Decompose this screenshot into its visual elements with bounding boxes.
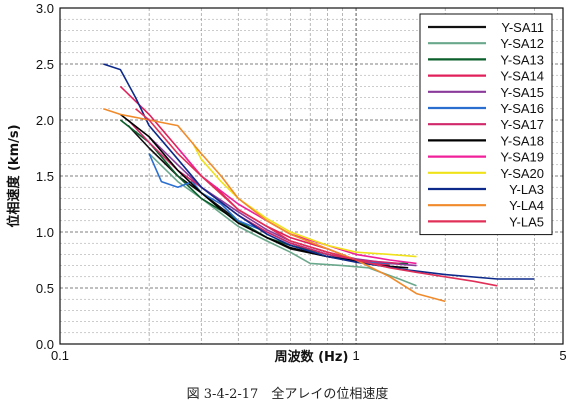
series-line-y-sa20 bbox=[191, 142, 417, 258]
figure-caption: 図 3-4-2-17 全アレイの位相速度 bbox=[186, 387, 389, 402]
y-tick-label: 3.0 bbox=[36, 1, 54, 16]
y-tick-label: 1.0 bbox=[36, 225, 54, 240]
legend-label: Y-SA17 bbox=[500, 117, 544, 132]
legend-label: Y-SA12 bbox=[500, 36, 544, 51]
x-tick-label: 1 bbox=[352, 348, 359, 363]
y-axis-title: 位相速度 (km/s) bbox=[6, 124, 22, 227]
series-line-y-la3 bbox=[103, 63, 535, 280]
series-curves bbox=[103, 63, 535, 303]
plot-frame bbox=[59, 7, 564, 345]
legend-label: Y-SA15 bbox=[500, 85, 544, 100]
legend-label: Y-SA13 bbox=[500, 52, 544, 67]
x-tick-label: 5 bbox=[559, 348, 566, 363]
legend-label: Y-SA14 bbox=[500, 69, 544, 84]
y-tick-label: 2.0 bbox=[36, 113, 54, 128]
series-line-y-sa16 bbox=[148, 153, 390, 265]
legend-label: Y-SA20 bbox=[500, 166, 544, 181]
x-tick-label: 0.1 bbox=[51, 348, 69, 363]
series-line-y-la5 bbox=[135, 108, 498, 287]
series-line-y-sa17 bbox=[127, 119, 400, 265]
series-line-y-sa11 bbox=[127, 125, 400, 265]
legend-label: Y-LA4 bbox=[509, 198, 544, 213]
legend-label: Y-SA16 bbox=[500, 101, 544, 116]
y-tick-label: 1.5 bbox=[36, 169, 54, 184]
x-tick-labels: 0.1 1 5 bbox=[51, 348, 567, 363]
y-tick-label: 0.0 bbox=[36, 337, 54, 352]
legend-label: Y-SA18 bbox=[500, 133, 544, 148]
y-tick-label: 0.5 bbox=[36, 281, 54, 296]
legend-label: Y-SA11 bbox=[501, 20, 544, 35]
series-line-y-la4 bbox=[103, 108, 446, 303]
legend: Y-SA11Y-SA12Y-SA13Y-SA14Y-SA15Y-SA16Y-SA… bbox=[419, 13, 553, 236]
x-axis-title: 周波数 (Hz) bbox=[275, 349, 349, 365]
y-tick-labels: 0.0 0.5 1.0 1.5 2.0 2.5 3.0 bbox=[36, 1, 54, 352]
y-tick-label: 2.5 bbox=[36, 57, 54, 72]
legend-label: Y-LA5 bbox=[509, 214, 544, 229]
series-line-y-sa15 bbox=[148, 136, 417, 267]
legend-label: Y-LA3 bbox=[509, 182, 544, 197]
legend-label: Y-SA19 bbox=[500, 150, 544, 165]
